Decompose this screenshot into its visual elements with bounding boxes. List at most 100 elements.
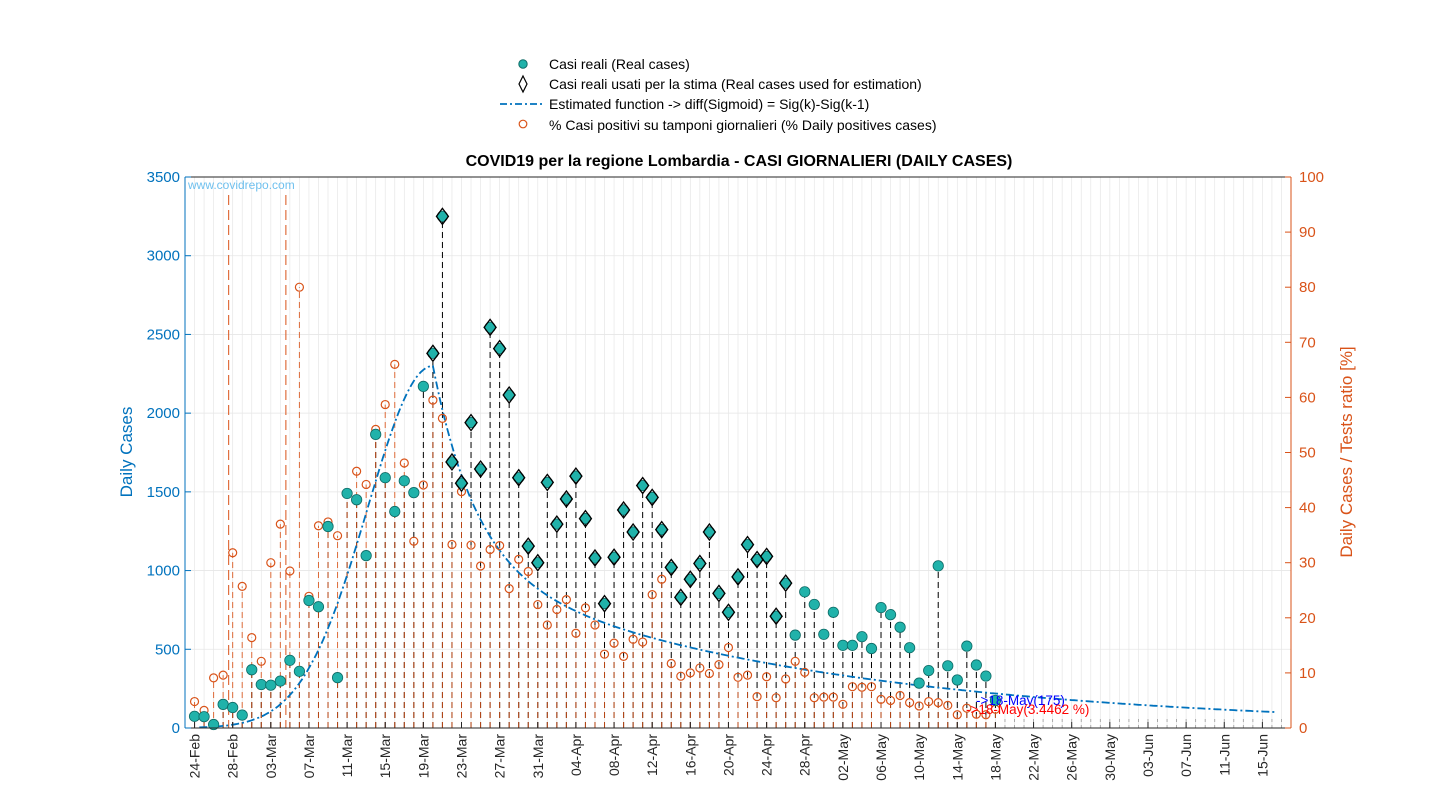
estimation-diamond [635,476,650,495]
x-tick-label: 11-Jun [1216,734,1232,776]
ratio-point [580,603,591,613]
x-tick-label: 16-Apr [682,734,698,776]
right-tick-label: 80 [1299,279,1316,296]
x-tick-label: 14-May [949,734,965,781]
ratio-point [695,663,705,673]
ratio-point [523,566,533,577]
real-case-point [932,560,944,572]
legend-label-estimated-function: Estimated function -> diff(Sigmoid) = Si… [549,96,869,112]
ratio-point [914,701,924,711]
estimation-diamond [473,459,488,479]
estimation-diamond [626,522,640,542]
right-tick-label: 40 [1299,500,1316,517]
real-case-point [417,380,429,392]
real-case-point [351,494,363,506]
real-case-point [246,664,258,676]
ratio-point [933,698,943,708]
right-tick-label: 0 [1299,720,1307,737]
ratio-point [485,544,495,555]
ratio-point [552,604,562,615]
x-tick-label: 07-Mar [301,734,317,779]
watermark: www.covidrepo.com [187,178,295,192]
real-case-point [799,586,811,598]
ratio-point [685,668,695,678]
ratio-point [838,699,848,709]
left-tick-label: 2000 [147,405,180,422]
real-case-point [875,601,887,614]
real-case-point [331,672,344,684]
real-case-point [818,628,830,640]
estimation-diamond [712,584,726,603]
legend-label-ratio: % Casi positivi su tamponi giornalieri (… [549,117,936,133]
left-axis-label: Daily Cases [117,407,136,498]
estimation-diamond [731,567,745,586]
ratio-point [781,674,791,684]
ratio-point [542,620,552,630]
ratio-point [647,590,657,600]
x-tick-label: 08-Apr [606,734,622,776]
estimation-diamond [550,515,564,534]
real-case-point [274,675,286,687]
real-case-point [265,679,277,691]
ratio-point [790,656,800,666]
x-tick-label: 24-Feb [187,734,203,779]
ratio-point [771,693,781,703]
x-tick-label: 31-Mar [530,734,546,779]
x-tick-label: 19-Mar [415,734,431,779]
real-case-point [846,639,859,651]
ratio-point [981,710,991,720]
estimation-diamond [578,509,593,528]
estimation-diamond [464,413,478,432]
real-case-point [398,475,410,487]
real-case-point [389,505,401,518]
estimation-diamond [530,553,545,572]
ratio-point [352,466,362,476]
ratio-point [723,642,734,653]
ratio-point [905,698,915,708]
estimation-diamond [693,554,707,573]
estimation-diamond [616,500,631,520]
ratio-point [590,620,600,630]
x-tick-label: 04-Apr [568,734,584,776]
ratio-point [666,658,676,669]
legend-marker-real-cases [518,59,528,69]
left-tick-label: 2500 [147,326,180,343]
right-tick-label: 10 [1299,665,1316,682]
estimation-diamond [502,385,516,405]
x-tick-label: 23-Mar [454,734,470,779]
real-case-point [942,660,954,672]
x-tick-label: 06-May [873,734,889,781]
x-tick-label: 20-Apr [720,734,736,776]
real-case-point [827,606,839,618]
right-tick-label: 20 [1299,610,1316,627]
real-case-point [856,631,868,643]
ratio-point [409,536,419,546]
left-tick-label: 3000 [147,248,180,265]
ratio-point [952,710,962,720]
ratio-point [628,634,638,644]
real-case-point [923,664,935,677]
real-case-point [217,698,229,710]
x-tick-label: 26-May [1064,734,1080,781]
ratio-point [495,541,505,551]
fit-curve [199,364,1277,729]
ratio-point [275,519,285,529]
ratio-point [857,682,867,692]
ratio-point [847,682,858,692]
real-case-point [227,701,239,714]
ratio-point [618,651,629,661]
ratio-point [924,696,934,707]
ratio-point [332,531,343,541]
real-case-point [255,678,267,691]
estimation-diamond [673,588,688,607]
x-tick-label: 22-May [1026,734,1042,781]
real-case-point [370,428,382,440]
ratio-point [514,554,524,564]
x-tick-label: 07-Jun [1178,734,1194,777]
real-case-point [188,710,201,722]
left-tick-label: 1500 [147,484,180,501]
x-tick-label: 03-Jun [1140,734,1156,777]
real-case-point [360,550,372,562]
estimation-diamond [778,574,793,593]
ratio-point [866,682,877,692]
